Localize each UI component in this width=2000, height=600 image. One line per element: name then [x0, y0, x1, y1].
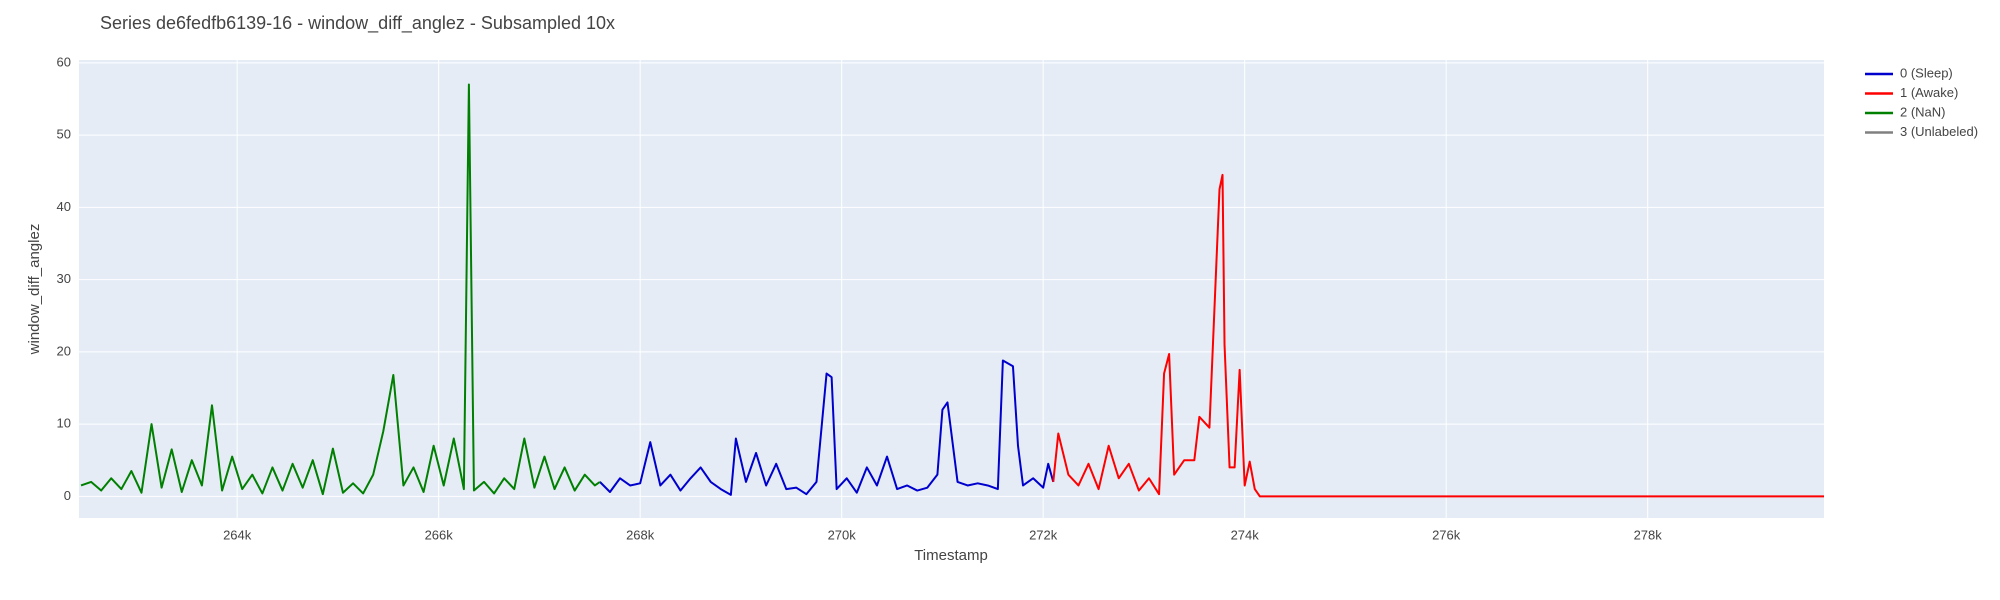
series-line [599, 359, 1055, 496]
legend-label[interactable]: 3 (Unlabeled) [1900, 124, 1978, 139]
legend-label[interactable]: 1 (Awake) [1900, 85, 1958, 100]
y-tick-label: 40 [57, 199, 71, 214]
y-axis-title: window_diff_anglez [26, 224, 43, 356]
x-tick-label: 278k [1634, 527, 1663, 542]
legend-label[interactable]: 2 (NaN) [1900, 104, 1946, 119]
x-axis-title: Timestamp [914, 547, 988, 564]
x-tick-label: 264k [223, 527, 252, 542]
x-tick-label: 268k [626, 527, 655, 542]
y-tick-label: 50 [57, 127, 71, 142]
y-tick-label: 30 [57, 271, 71, 286]
x-tick-label: 274k [1231, 527, 1260, 542]
y-tick-label: 20 [57, 343, 71, 358]
series-line [80, 83, 601, 496]
legend-label[interactable]: 0 (Sleep) [1900, 65, 1953, 80]
plot-area [79, 60, 1824, 518]
x-tick-label: 272k [1029, 527, 1058, 542]
y-tick-label: 10 [57, 416, 71, 431]
series-line [1052, 173, 1824, 498]
x-tick-label: 270k [828, 527, 857, 542]
y-tick-label: 0 [64, 488, 71, 503]
x-tick-label: 276k [1432, 527, 1461, 542]
y-tick-label: 60 [57, 54, 71, 69]
x-tick-label: 266k [425, 527, 454, 542]
chart-title: Series de6fedfb6139-16 - window_diff_ang… [100, 13, 615, 34]
